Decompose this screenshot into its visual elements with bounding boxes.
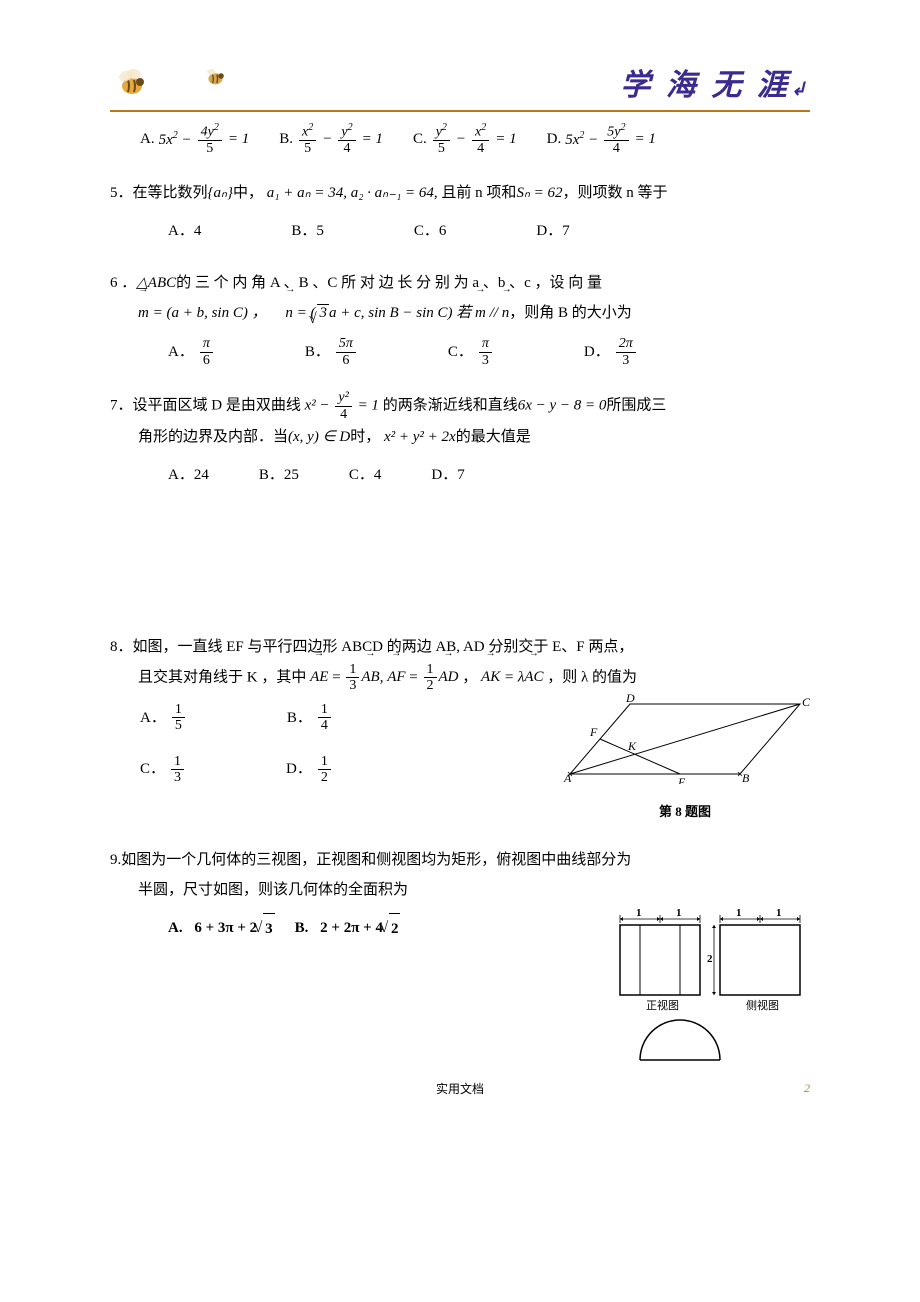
footer-center-text: 实用文档 [436,1080,484,1097]
svg-text:2: 2 [707,953,713,965]
q7-opt-a: A．24 [168,460,209,490]
q8-options-row2: C．13 D．12 [140,754,540,786]
fig8-label-f: F [589,725,598,739]
q6-opt-c: C．π3 [448,336,494,368]
q9-opt-b: B. 2 + 2π + 42 [295,913,401,944]
q5-opt-b: B．5 [291,216,324,246]
footer-page-number: 2 [804,1081,810,1096]
q9-figure: 1 1 正视图 1 1 2 侧视图 [610,905,810,1076]
q5-opt-c: C．6 [414,216,447,246]
svg-text:1: 1 [676,907,682,919]
header-calligraphy: 学 海 无 涯↲ [620,60,810,104]
q7-opt-b: B．25 [259,460,299,490]
q6: 6 ．△ABC的 三 个 内 角 A 、B 、C 所 对 边 长 分 别 为 a… [110,268,810,368]
bee-icons-group [110,62,228,102]
svg-text:1: 1 [776,907,782,919]
page-header: 学 海 无 涯↲ [110,60,810,112]
svg-text:正视图: 正视图 [646,998,679,1012]
q8-opt-b: B．14 [287,702,333,734]
spacer [110,512,810,632]
page-container: 学 海 无 涯↲ A. 5x2 − 4y25 = 1 B. x25 − y24 … [0,0,920,1136]
q7-opt-c: C．4 [349,460,382,490]
q4-opt-d: D. 5x2 − 5y24 = 1 [547,122,656,156]
q5-opt-a: A．4 [168,216,201,246]
q8-figure: A B C D E F K 第 8 题图 [560,694,810,825]
q9: 9.如图为一个几何体的三视图，正视图和侧视图均为矩形，俯视图中曲线部分为 半圆，… [110,845,810,1076]
q9-options: A. 6 + 3π + 23 B. 2 + 2π + 42 [140,913,596,944]
svg-text:1: 1 [636,907,642,919]
q5-opt-d: D．7 [536,216,569,246]
q7: 7．设平面区域 D 是由双曲线 x² − y²4 = 1 的两条渐近线和直线6x… [110,390,810,490]
q7-options: A．24 B．25 C．4 D．7 [140,460,810,490]
q5-options: A．4 B．5 C．6 D．7 [140,216,810,246]
q4-options: A. 5x2 − 4y25 = 1 B. x25 − y24 = 1 C. y2… [140,122,810,156]
fig8-label-b: B [742,771,750,784]
fig8-label-e: E [677,775,686,784]
q8: 8．如图，一直线 EF 与平行四边形 ABCD 的两边 AB, AD 分别交于 … [110,632,810,825]
q6-options: A．π6 B．5π6 C．π3 D．2π3 [140,336,810,368]
q8-options-row1: A．15 B．14 [140,702,540,734]
q6-opt-b: B．5π6 [305,336,358,368]
q8-opt-c: C．13 [140,754,186,786]
q5: 5．在等比数列{aₙ}中， a₁ + aₙ = 34, a₂ · aₙ₋₁ = … [110,178,810,246]
q6-opt-a: A．π6 [168,336,215,368]
svg-text:侧视图: 侧视图 [746,998,779,1012]
q4-opt-a: A. 5x2 − 4y25 = 1 [140,122,249,156]
fig8-label-d: D [625,694,635,705]
page-footer: 实用文档 2 [0,1081,920,1096]
q7-opt-d: D．7 [431,460,464,490]
q8-opt-a: A．15 [140,702,187,734]
bee-icon [110,62,150,102]
bee-icon-small [200,62,228,90]
fig8-label-k: K [627,739,637,753]
q8-opt-d: D．12 [286,754,333,786]
fig8-label-c: C [802,695,810,709]
q4-opt-c: C. y25 − x24 = 1 [413,122,517,156]
q4-opt-b: B. x25 − y24 = 1 [279,122,383,156]
q8-figure-caption: 第 8 题图 [560,799,810,825]
q6-opt-d: D．2π3 [584,336,638,368]
svg-text:1: 1 [736,907,742,919]
q9-opt-a: A. 6 + 3π + 23 [168,913,275,944]
